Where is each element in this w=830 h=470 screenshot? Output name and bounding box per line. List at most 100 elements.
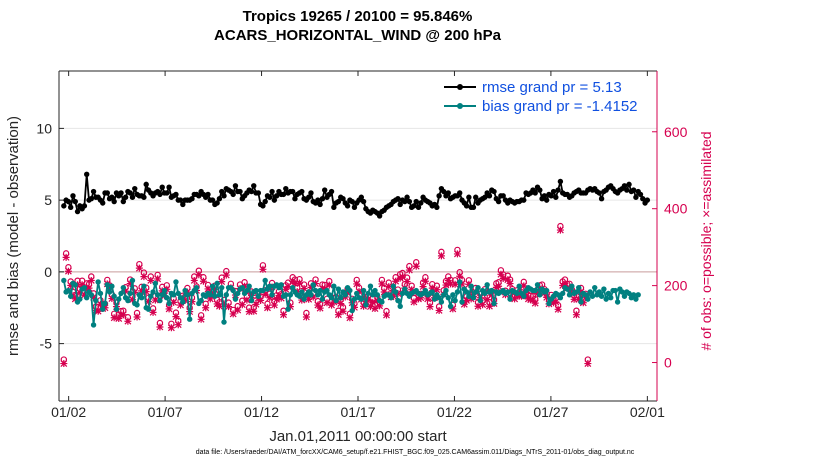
rmse-point — [255, 190, 262, 196]
rmse-point — [118, 190, 124, 196]
bias-point — [635, 292, 641, 298]
bias-point — [148, 293, 154, 299]
rmse-point — [624, 187, 630, 193]
obs-assimilated-point — [96, 300, 104, 308]
rmse-point — [109, 194, 115, 200]
obs-assimilated-point — [504, 276, 512, 284]
bias-point — [125, 297, 131, 304]
bias-point — [102, 300, 108, 307]
obs-assimilated-point — [202, 304, 210, 312]
chart-title-line1: Tropics 19265 / 20100 = 95.846% — [242, 8, 473, 25]
bias-point — [395, 297, 401, 304]
bias-point — [468, 283, 474, 289]
bias-point — [603, 296, 609, 302]
obs-assimilated-point — [204, 285, 212, 293]
obs-assimilated-point — [575, 295, 583, 303]
rmse-point — [596, 190, 602, 196]
obs-assimilated-point — [190, 276, 198, 284]
rmse-point — [292, 195, 298, 202]
obs-assimilated-point — [556, 226, 564, 234]
rmse-point — [340, 195, 346, 202]
obs-assimilated-point — [222, 271, 230, 279]
rmse-point — [402, 198, 408, 205]
obs-assimilated-point — [245, 308, 253, 316]
bias-point — [338, 294, 344, 301]
rmse-point — [111, 198, 117, 205]
obs-assimilated-point — [389, 292, 397, 300]
rmse-point — [434, 204, 440, 211]
rmse-point — [532, 190, 538, 196]
bias-point — [193, 284, 200, 291]
bias-point — [578, 299, 584, 305]
bias-point — [392, 289, 399, 295]
bias-point — [576, 284, 582, 291]
obs-assimilated-point — [412, 262, 420, 270]
bias-point — [349, 307, 355, 314]
obs-assimilated-point — [234, 306, 242, 314]
obs-assimilated-point — [433, 286, 441, 294]
bias-point — [141, 283, 147, 289]
bias-point — [177, 294, 184, 301]
obs-assimilated-point — [364, 295, 372, 303]
bias-point — [333, 297, 339, 304]
obs-assimilated-point — [458, 280, 466, 288]
obs-assimilated-point — [444, 276, 452, 284]
bias-point — [315, 292, 321, 298]
bias-point — [255, 293, 262, 299]
obs-assimilated-point — [410, 298, 418, 306]
bias-point — [431, 296, 438, 302]
rmse-point — [463, 203, 470, 209]
obs-assimilated-point — [154, 275, 162, 283]
obs-assimilated-point — [144, 298, 152, 306]
bias-point — [138, 294, 145, 301]
rmse-point — [262, 198, 268, 205]
rmse-point — [473, 194, 479, 200]
x-tick-label: 01/12 — [244, 404, 279, 420]
obs-assimilated-point — [572, 311, 580, 319]
bias-point — [598, 293, 605, 299]
rmse-point — [626, 181, 632, 188]
bias-point — [626, 290, 632, 297]
bias-point — [212, 293, 218, 299]
bias-point — [559, 290, 566, 297]
bias-point — [100, 306, 106, 312]
obs-assimilated-point — [115, 315, 123, 323]
obs-assimilated-point — [483, 296, 491, 304]
bias-point — [154, 292, 161, 298]
obs-assimilated-point — [124, 317, 132, 325]
y-tick-label-left: 5 — [44, 192, 52, 208]
obs-assimilated-point — [307, 283, 315, 291]
legend-bias-label: bias grand pr = -1.4152 — [482, 98, 638, 115]
rmse-point — [127, 190, 133, 196]
bias-point — [186, 316, 193, 322]
obs-assimilated-point — [442, 281, 450, 289]
obs-assimilated-point — [337, 300, 345, 308]
bias-point — [566, 292, 573, 298]
rmse-point — [120, 198, 127, 205]
obs-assimilated-point — [231, 291, 239, 299]
obs-assimilated-point — [385, 283, 393, 291]
obs-assimilated-point — [257, 296, 265, 304]
bias-point — [630, 292, 637, 298]
obs-assimilated-point — [344, 289, 352, 297]
rmse-point — [70, 193, 76, 199]
bias-point — [97, 290, 104, 297]
bias-point — [589, 293, 596, 299]
bias-point — [475, 284, 481, 291]
bias-point — [466, 293, 472, 299]
bias-point — [447, 303, 454, 310]
bias-point — [260, 287, 266, 294]
obs-assimilated-point — [197, 315, 205, 323]
bias-point — [310, 282, 316, 288]
rmse-point — [411, 203, 417, 209]
rmse-point — [214, 200, 220, 206]
obs-assimilated-point — [339, 307, 347, 315]
obs-assimilated-point — [531, 299, 539, 307]
bias-point — [360, 287, 367, 294]
obs-assimilated-point — [165, 305, 173, 313]
obs-assimilated-point — [417, 294, 425, 302]
rmse-point — [230, 191, 236, 198]
bias-point — [134, 302, 140, 308]
rmse-point — [543, 197, 550, 203]
bias-point — [84, 294, 90, 301]
